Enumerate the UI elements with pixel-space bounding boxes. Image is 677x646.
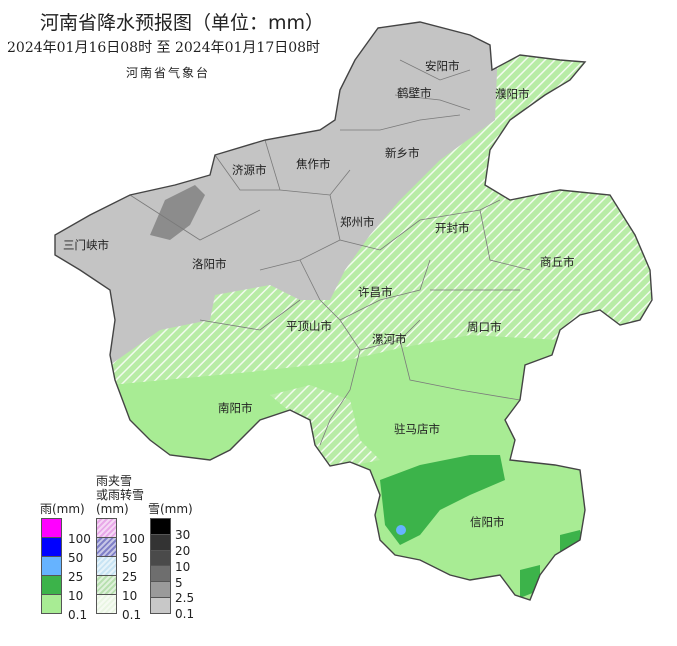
legend-mixed-swatch: [96, 518, 117, 538]
legend-snow-level: 0.1: [175, 607, 195, 622]
city-labels: 安阳市 鹤壁市 濮阳市 新乡市 焦作市 济源市 三门峡市 郑州市 开封市 商丘市…: [63, 59, 575, 529]
legend-mixed-level: 100: [122, 532, 145, 546]
legend-rain-swatch: [41, 537, 62, 557]
legend-rain-title: 雨(mm): [40, 502, 85, 516]
city-shangqiu: 商丘市: [540, 255, 575, 269]
legend-rain-level: 0.1: [68, 608, 88, 622]
city-kaifeng: 开封市: [435, 221, 470, 235]
legend-rain-level: 50: [68, 551, 84, 565]
map-title: 河南省降水预报图（单位：mm）: [40, 12, 325, 34]
city-luoyang: 洛阳市: [192, 257, 227, 271]
city-borders: [129, 59, 531, 446]
snow-moderate-area: [150, 185, 205, 240]
legend-snow-swatch: [150, 597, 171, 614]
legend-snow-swatch: [150, 549, 171, 567]
rain-heavy-spot: [396, 525, 406, 535]
legend-mixed-swatch: [96, 556, 117, 576]
city-nanyang: 南阳市: [218, 401, 253, 415]
legend-mixed-title-3: (mm): [96, 502, 129, 516]
legend-mixed-level: 0.1: [122, 608, 142, 622]
legend-rain-swatch: [41, 575, 62, 595]
rain-moderate-area: [380, 455, 505, 545]
legend-rain-swatch: [41, 594, 62, 614]
legend-snow-level: 5: [175, 575, 183, 590]
city-hebi: 鹤壁市: [397, 86, 432, 100]
legend-snow-level: 30: [175, 528, 191, 543]
legend-mixed-swatch: [96, 537, 117, 557]
city-zhoukou: 周口市: [467, 320, 502, 334]
legend-mixed-title-1: 雨夹雪: [96, 474, 133, 488]
legend-snow-level: 20: [175, 544, 191, 559]
city-xinxiang: 新乡市: [385, 146, 420, 160]
legend-rain-level: 10: [68, 589, 84, 603]
legend-mixed-title: 雨夹雪 或雨转雪 (mm): [96, 474, 144, 516]
city-zhengzhou: 郑州市: [340, 215, 375, 229]
legend-rain-swatch: [41, 518, 62, 538]
legend-snow-swatch: [150, 581, 171, 598]
city-jiyuan: 济源市: [232, 163, 267, 177]
legend-mixed-level: 10: [122, 589, 138, 603]
time-range: 2024年01月16日08时 至 2024年01月17日08时: [7, 40, 321, 56]
city-sanmenxia: 三门峡市: [63, 238, 109, 252]
legend-mixed-level: 25: [122, 570, 138, 584]
city-xinyang: 信阳市: [470, 515, 505, 529]
legend-snow-level: 2.5: [175, 591, 195, 606]
mixed-area-2: [270, 385, 380, 470]
legend-snow-swatch: [150, 565, 171, 583]
legend-mixed-level: 50: [122, 551, 138, 565]
city-puyang: 濮阳市: [495, 87, 530, 101]
legend-mixed-swatch: [96, 575, 117, 595]
legend-snow-title: 雪(mm): [148, 502, 193, 516]
legend-mixed-swatch: [96, 594, 117, 614]
legend-snow-swatch: [150, 533, 171, 551]
issuer: 河南省气象台: [126, 66, 211, 80]
legend-snow-level: 10: [175, 559, 191, 574]
city-zhumadian: 驻马店市: [394, 422, 440, 436]
city-pingdingshan: 平顶山市: [286, 319, 332, 333]
city-xuchang: 许昌市: [358, 285, 393, 299]
city-luohe: 漯河市: [372, 332, 407, 346]
legend-snow-swatch: [150, 518, 171, 535]
city-jiaozuo: 焦作市: [296, 157, 331, 171]
legend-rain-swatch: [41, 556, 62, 576]
legend-mixed-title-2: 或雨转雪: [96, 488, 145, 502]
city-anyang: 安阳市: [425, 59, 460, 73]
legend-rain-level: 100: [68, 532, 91, 546]
legend-rain-level: 25: [68, 570, 84, 584]
